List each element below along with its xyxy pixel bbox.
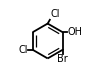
Text: Cl: Cl <box>18 45 28 55</box>
Text: OH: OH <box>67 27 82 37</box>
Text: Cl: Cl <box>50 9 60 19</box>
Text: Br: Br <box>57 54 68 64</box>
